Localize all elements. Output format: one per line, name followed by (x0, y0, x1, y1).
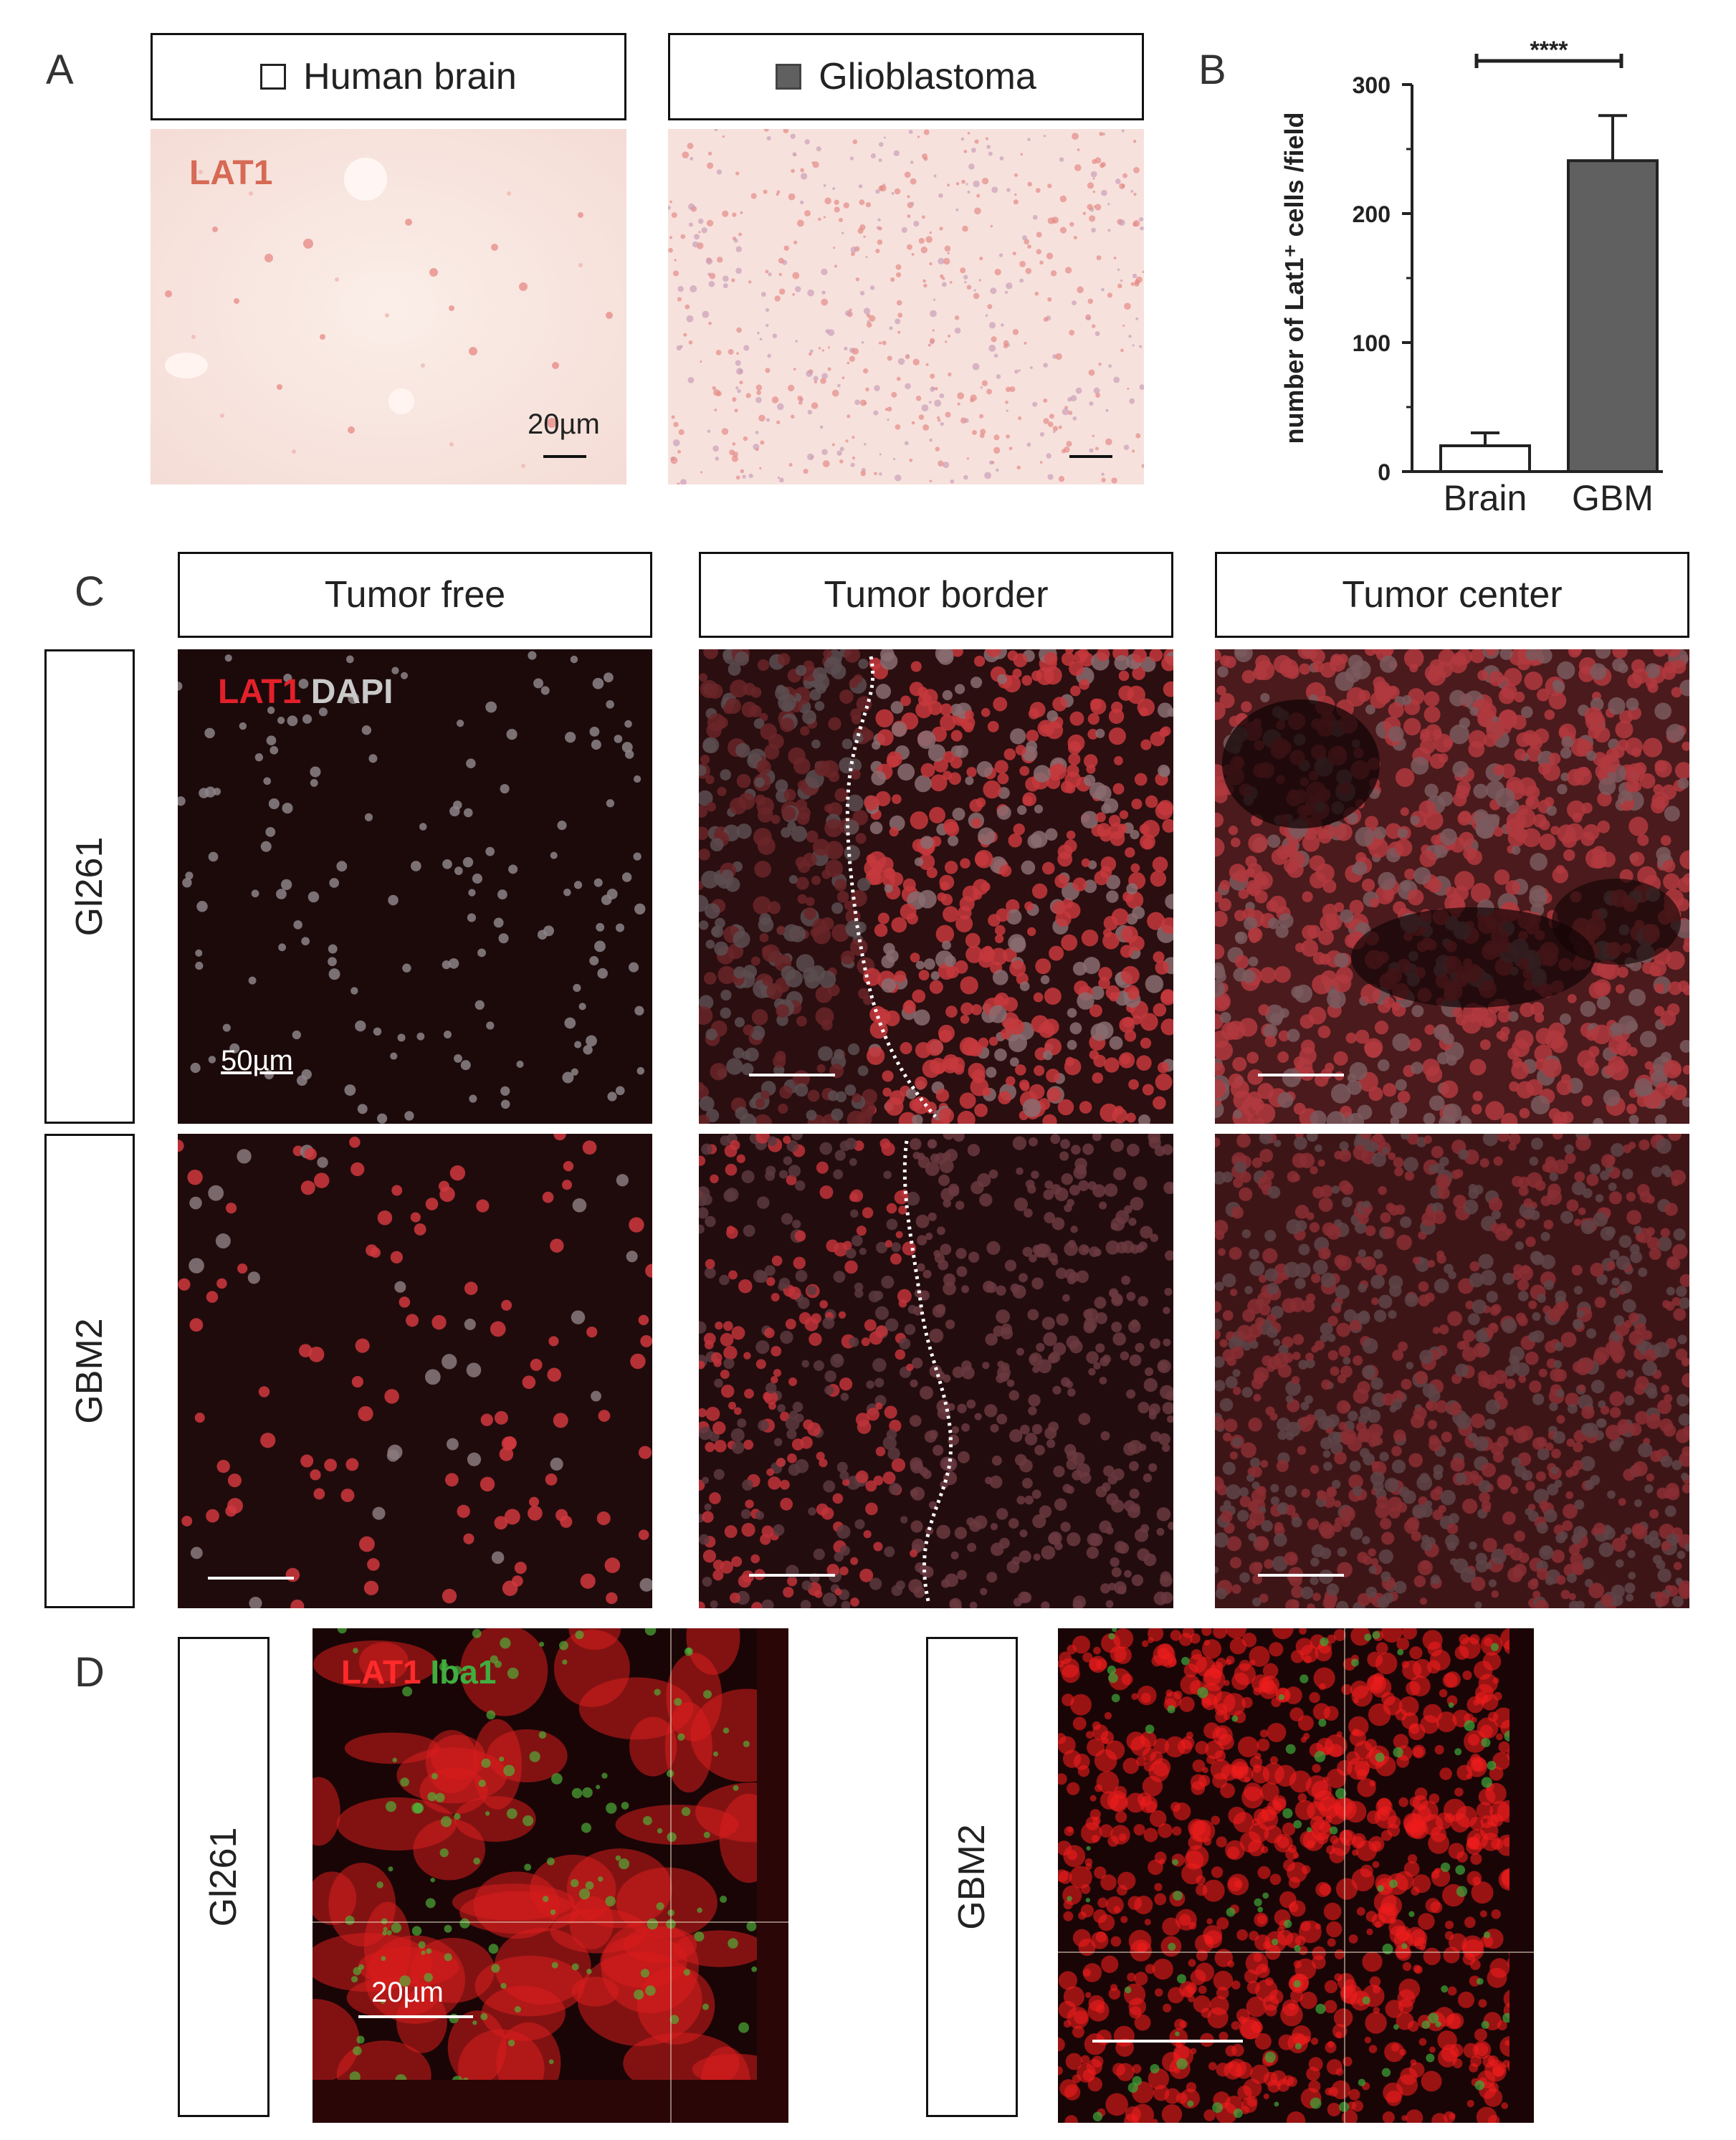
x-tick-label-gbm: GBM (1572, 478, 1654, 518)
header-tumor-border-label: Tumor border (824, 574, 1049, 616)
header-tumor-center-label: Tumor center (1342, 574, 1563, 616)
confocal-stain-green: Iba1 (430, 1653, 497, 1691)
header-tumor-free: Tumor free (178, 552, 652, 638)
confocal-gl261: LAT1 Iba1 20µm (313, 1628, 788, 2123)
confocal-gbm2-scale-bar (1092, 2040, 1243, 2043)
if-gbm2-border-texture (699, 1134, 1173, 1608)
confocal-scale-label: 20µm (371, 1977, 444, 2008)
ihc-scale-bar (543, 455, 586, 458)
row-label-gbm2: GBM2 (44, 1134, 135, 1608)
if-stain-white: DAPI (310, 673, 394, 711)
y-axis-label: number of Lat1⁺ cells /field (1279, 112, 1309, 444)
confocal-scale-bar (358, 2015, 473, 2018)
panel-b-letter: B (1198, 47, 1226, 93)
confocal-gbm2-texture (1058, 1628, 1534, 2123)
ihc-gbm-texture (668, 129, 1144, 484)
header-human-brain-label: Human brain (303, 56, 517, 97)
confocal-stain-red: LAT1 (341, 1653, 421, 1691)
if-scale-bar (1258, 1574, 1344, 1577)
row-label-gl261: Gl261 (44, 649, 135, 1124)
bar-chart: 0 100 200 300 number of Lat1⁺ cells /field Br… (1279, 37, 1663, 518)
if-stain-legend: LAT1 DAPI (218, 672, 393, 712)
ihc-image-human-brain: LAT1 20µm (151, 129, 626, 484)
header-tumor-free-label: Tumor free (324, 574, 506, 616)
ihc-brain-texture (151, 129, 626, 484)
d-row-label-gl261-text: Gl261 (203, 1827, 244, 1927)
header-human-brain: Human brain (151, 33, 626, 120)
bar-gbm (1567, 159, 1659, 473)
if-scale-label: 50µm (221, 1045, 293, 1076)
d-row-label-gbm2-text: GBM2 (951, 1824, 993, 1930)
header-glioblastoma-label: Glioblastoma (819, 56, 1036, 97)
panel-a-letter: A (46, 47, 74, 93)
row-label-gbm2-text: GBM2 (69, 1318, 110, 1424)
y-tick-label: 100 (1353, 330, 1391, 356)
if-scale-bar (749, 1074, 835, 1076)
row-label-gl261-text: Gl261 (69, 836, 110, 937)
if-gl261-tumor-free: LAT1 DAPI 50µm (178, 649, 652, 1124)
if-scale-bar (208, 1577, 294, 1580)
if-scale-bar (749, 1574, 835, 1577)
ihc-scale-label: 20µm (528, 409, 600, 440)
if-gbm2-tumor-free (178, 1134, 652, 1608)
if-gbm2-tumor-border (699, 1134, 1173, 1608)
header-tumor-border: Tumor border (699, 552, 1173, 638)
if-gl261-center-texture (1215, 649, 1689, 1124)
bar-brain (1439, 444, 1531, 473)
if-gl261-border-texture (699, 649, 1173, 1124)
x-tick-label-brain: Brain (1444, 478, 1527, 518)
ihc-image-glioblastoma (668, 129, 1144, 484)
confocal-stain-legend: LAT1 Iba1 (341, 1653, 496, 1691)
header-glioblastoma: Glioblastoma (668, 33, 1144, 120)
d-row-label-gbm2: GBM2 (926, 1637, 1018, 2117)
y-tick-label: 0 (1378, 459, 1391, 485)
confocal-gl261-texture (313, 1628, 788, 2123)
panel-d-letter: D (75, 1649, 105, 1696)
if-gbm2-tumor-center (1215, 1134, 1689, 1608)
if-gbm2-free-texture (178, 1134, 652, 1608)
ihc-gbm-scale-bar (1069, 455, 1112, 458)
if-gl261-tumor-center (1215, 649, 1689, 1124)
d-row-label-gl261: Gl261 (178, 1637, 270, 2117)
ihc-stain-label: LAT1 (189, 154, 273, 192)
if-gl261-free-texture (178, 651, 646, 1124)
if-stain-red: LAT1 (218, 673, 302, 711)
if-gbm2-center-texture (1215, 1134, 1689, 1608)
swatch-white-icon (260, 64, 287, 90)
y-tick-label: 300 (1353, 72, 1391, 98)
header-tumor-center: Tumor center (1215, 552, 1689, 638)
y-tick-label: 200 (1353, 201, 1391, 227)
if-scale-bar (1258, 1074, 1344, 1076)
panel-c-letter: C (75, 568, 105, 615)
confocal-gbm2 (1058, 1628, 1534, 2123)
swatch-gray-icon (776, 64, 802, 90)
if-gl261-tumor-border (699, 649, 1173, 1124)
significance-label: **** (1530, 37, 1569, 64)
